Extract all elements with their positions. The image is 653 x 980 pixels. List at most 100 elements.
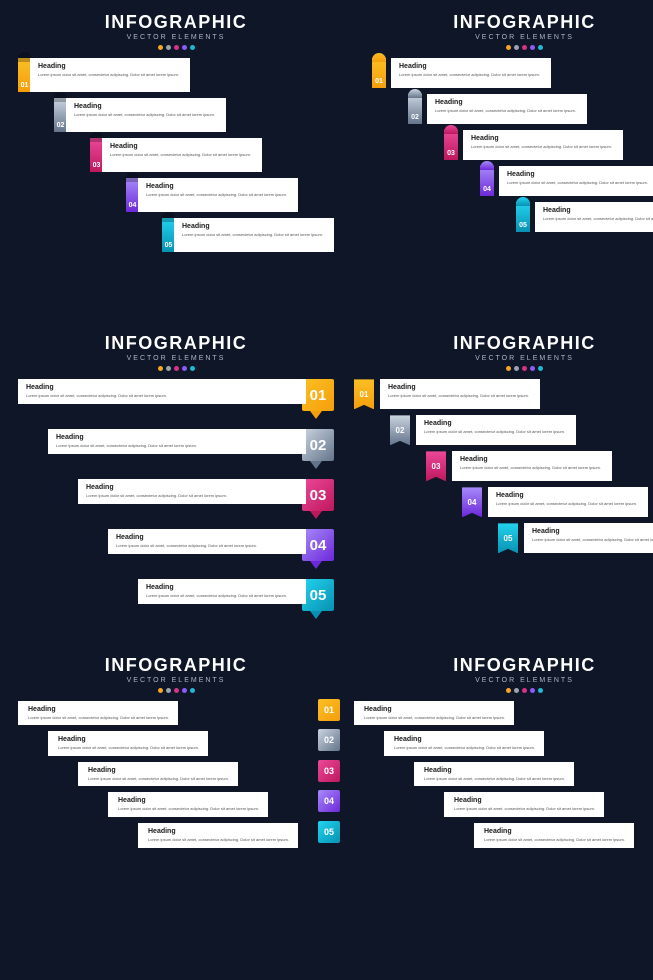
- step-number: 02: [324, 735, 334, 745]
- step-number: 02: [57, 122, 65, 129]
- step-heading: Heading: [507, 171, 651, 178]
- step-body: Lorem ipsum dolor sit amet, consectetur …: [364, 715, 506, 721]
- step-card: HeadingLorem ipsum dolor sit amet, conse…: [18, 701, 178, 726]
- step: Heading Lorem ipsum dolor sit amet, conse…: [18, 379, 334, 423]
- step: HeadingLorem ipsum dolor sit amet, conse…: [108, 792, 334, 817]
- title-sub: VECTOR ELEMENTS: [348, 677, 653, 684]
- tab-body: 04: [462, 487, 482, 517]
- step-card: HeadingLorem ipsum dolor sit amet, conse…: [138, 579, 306, 604]
- step-heading: Heading: [460, 456, 604, 463]
- step-heading: Heading: [88, 767, 230, 774]
- curl-top: [372, 53, 386, 62]
- color-dots: [12, 366, 340, 371]
- step-number: 05: [504, 534, 513, 543]
- step-marker: 02: [318, 729, 340, 751]
- bubble-square: 04: [302, 529, 334, 561]
- title-main: INFOGRAPHIC: [348, 333, 653, 354]
- step-number: 05: [165, 242, 173, 249]
- step: HeadingLorem ipsum dolor sit amet, conse…: [138, 823, 334, 848]
- step: 02HeadingLorem ipsum dolor sit amet, con…: [408, 94, 653, 124]
- step-card: HeadingLorem ipsum dolor sit amet, conse…: [354, 701, 514, 726]
- color-dot: [166, 366, 171, 371]
- bubble-square: 05: [302, 579, 334, 611]
- color-dot: [174, 45, 179, 50]
- title-sub: VECTOR ELEMENTS: [348, 355, 653, 362]
- title-sub: VECTOR ELEMENTS: [12, 355, 340, 362]
- color-dot: [158, 688, 163, 693]
- step-number: 03: [324, 766, 334, 776]
- step-body: Lorem ipsum dolor sit amet, consectetur …: [148, 837, 290, 843]
- color-dot: [174, 366, 179, 371]
- step-body: Lorem ipsum dolor sit amet, consectetur …: [496, 501, 640, 507]
- color-dot: [506, 366, 511, 371]
- infographic-panel: INFOGRAPHICVECTOR ELEMENTS01HeadingLorem…: [348, 12, 653, 325]
- step-body: Lorem ipsum dolor sit amet, consectetur …: [424, 429, 568, 435]
- bubble-square: 03: [302, 479, 334, 511]
- step-heading: Heading: [26, 384, 298, 391]
- step: HeadingLorem ipsum dolor sit amet, conse…: [78, 479, 334, 523]
- step-card: HeadingLorem ipsum dolor sit amet, conse…: [380, 379, 540, 409]
- curl-body: 03: [444, 130, 458, 160]
- step-card: HeadingLorem ipsum dolor sit amet, conse…: [102, 138, 262, 172]
- step-number: 04: [310, 537, 327, 554]
- step-heading: Heading: [394, 736, 536, 743]
- color-dots: [12, 45, 340, 50]
- panel-title-block: INFOGRAPHICVECTOR ELEMENTS: [12, 12, 340, 50]
- step: HeadingLorem ipsum dolor sit amet, conse…: [108, 529, 334, 573]
- bubble-tail: [310, 611, 322, 619]
- step-number: 02: [396, 426, 405, 435]
- step: 05 HeadingLorem ipsum dolor sit amet, con…: [498, 523, 653, 553]
- step-marker: 03: [302, 479, 334, 523]
- step-marker: 01: [318, 699, 340, 721]
- step-heading: Heading: [496, 492, 640, 499]
- step: 03HeadingLorem ipsum dolor sit amet, con…: [426, 451, 653, 481]
- step-body: Lorem ipsum dolor sit amet, consectetur …: [435, 108, 579, 114]
- step-number: 02: [310, 437, 327, 454]
- color-dot: [538, 688, 543, 693]
- step-body: Lorem ipsum dolor sit amet, consectetur …: [28, 715, 170, 721]
- step-number: 01: [21, 82, 29, 89]
- step: 04HeadingLorem ipsum dolor sit amet, con…: [126, 178, 334, 212]
- step: 03HeadingLorem ipsum dolor sit amet, con…: [90, 138, 334, 172]
- color-dot: [538, 366, 543, 371]
- infographic-panel: INFOGRAPHICVECTOR ELEMENTSHeadingLorem i…: [12, 333, 340, 646]
- color-dot: [166, 45, 171, 50]
- color-dot: [190, 688, 195, 693]
- step-body: Lorem ipsum dolor sit amet, consectetur …: [118, 806, 260, 812]
- step: 04 Heading Lorem ipsum dolor sit amet, con…: [462, 487, 653, 517]
- step-number: 03: [310, 487, 327, 504]
- step-card: HeadingLorem ipsum dolor sit amet, conse…: [391, 58, 551, 88]
- step: HeadingLorem ipsum dolor sit amet, conse…: [414, 762, 653, 787]
- curl-top: [444, 125, 458, 134]
- step-card: HeadingLorem ipsum dolor sit amet, conse…: [384, 731, 544, 756]
- step-card: HeadingLorem ipsum dolor sit amet, conse…: [30, 58, 190, 92]
- color-dot: [522, 366, 527, 371]
- step-card: Heading Lorem ipsum dolor sit amet, conse…: [452, 451, 612, 481]
- step-body: Lorem ipsum dolor sit amet, consectetur …: [110, 152, 254, 158]
- step-heading: Heading: [58, 736, 200, 743]
- step: 01 HeadingLorem ipsum dolor sit amet, con…: [354, 379, 653, 409]
- step-marker: 04: [480, 166, 494, 196]
- steps-container: Heading Lorem ipsum dolor sit amet, conse…: [12, 701, 340, 848]
- step-body: Lorem ipsum dolor sit amet, consectetur …: [460, 465, 604, 471]
- step-card: HeadingLorem ipsum dolor sit amet, conse…: [138, 823, 298, 848]
- step: 05HeadingLorem ipsum dolor sit amet, con…: [162, 218, 334, 252]
- step-body: Lorem ipsum dolor sit amet, consectetur …: [26, 393, 298, 399]
- curl-top: [516, 197, 530, 206]
- step-card: HeadingLorem ipsum dolor sit amet, conse…: [524, 523, 653, 553]
- step-body: Lorem ipsum dolor sit amet, consectetur …: [58, 745, 200, 751]
- step-number: 01: [360, 390, 369, 399]
- step-card: HeadingLorem ipsum dolor sit amet, conse…: [174, 218, 334, 252]
- step-marker: 01: [302, 379, 334, 423]
- steps-container: 01HeadingLorem ipsum dolor sit amet, con…: [348, 58, 653, 232]
- title-sub: VECTOR ELEMENTS: [12, 34, 340, 41]
- step-heading: Heading: [484, 828, 626, 835]
- color-dots: [12, 688, 340, 693]
- step-number: 05: [324, 827, 334, 837]
- color-dot: [174, 688, 179, 693]
- color-dot: [530, 366, 535, 371]
- step-heading: Heading: [424, 420, 568, 427]
- step-heading: Heading: [86, 484, 298, 491]
- step-card: HeadingLorem ipsum dolor sit amet, conse…: [427, 94, 587, 124]
- title-sub: VECTOR ELEMENTS: [12, 677, 340, 684]
